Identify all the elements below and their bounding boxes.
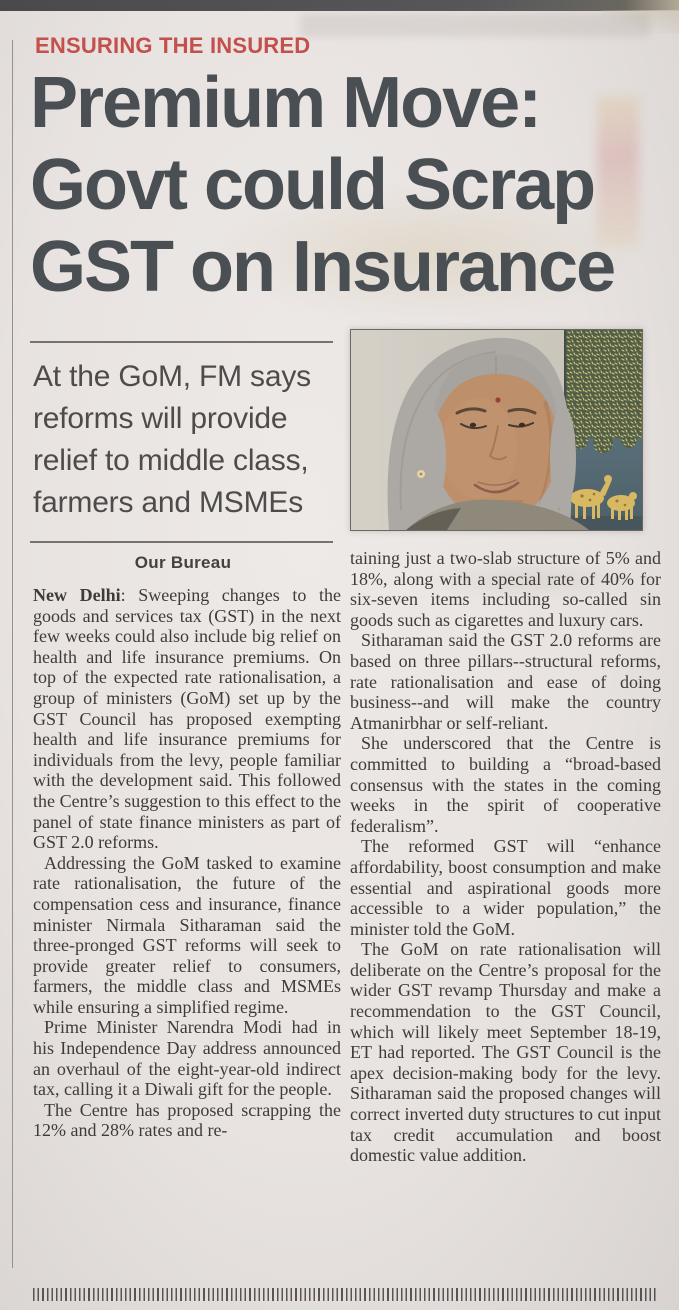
decorative-divider-barcode: [33, 1288, 658, 1301]
article-column-2: taining just a two-slab structure of 5% …: [350, 548, 661, 1288]
paragraph: New Delhi: Sweeping changes to the goods…: [33, 585, 341, 853]
headline-line-2: Govt could Scrap: [30, 145, 596, 225]
paragraph: taining just a two-slab structure of 5% …: [350, 548, 661, 630]
standfirst: At the GoM, FM says reforms will provide…: [33, 360, 311, 519]
paragraph: The reformed GST will “enhance affordabi…: [350, 836, 661, 939]
dateline: New Delhi: [33, 585, 121, 605]
byline: Our Bureau: [134, 553, 232, 572]
portrait-illustration: [351, 330, 642, 530]
scan-top-edge: [0, 0, 679, 11]
headline-line-3: GST on Insurance: [30, 227, 616, 307]
column-divider-line: [12, 40, 13, 1268]
kicker: ENSURING THE INSURED: [35, 33, 311, 58]
bindi: [495, 397, 501, 403]
paragraph-text: : Sweeping changes to the goods and serv…: [33, 585, 341, 853]
paragraph: The Centre has proposed scrapping the 12…: [33, 1099, 341, 1141]
paragraph: Prime Minister Narendra Modi had in his …: [33, 1017, 341, 1100]
bleedthrough-smudge: [300, 13, 650, 37]
photo-nirmala-sitharaman: [350, 329, 643, 531]
paragraph: She underscored that the Centre is commi…: [350, 733, 661, 836]
headline: Premium Move: Govt could Scrap GST on In…: [30, 62, 670, 308]
article-column-1: New Delhi: Sweeping changes to the goods…: [33, 585, 341, 1285]
headline-line-1: Premium Move:: [30, 63, 542, 143]
paragraph: Sitharaman said the GST 2.0 reforms are …: [350, 630, 661, 733]
standfirst-bottom-rule: [30, 541, 333, 543]
scan-corner-background: [601, 10, 679, 34]
paragraph: Addressing the GoM tasked to examine rat…: [33, 852, 341, 1017]
paragraph: The GoM on rate rationalisation will del…: [350, 939, 661, 1166]
standfirst-top-rule: [30, 341, 333, 343]
cow-figures: [570, 475, 642, 530]
